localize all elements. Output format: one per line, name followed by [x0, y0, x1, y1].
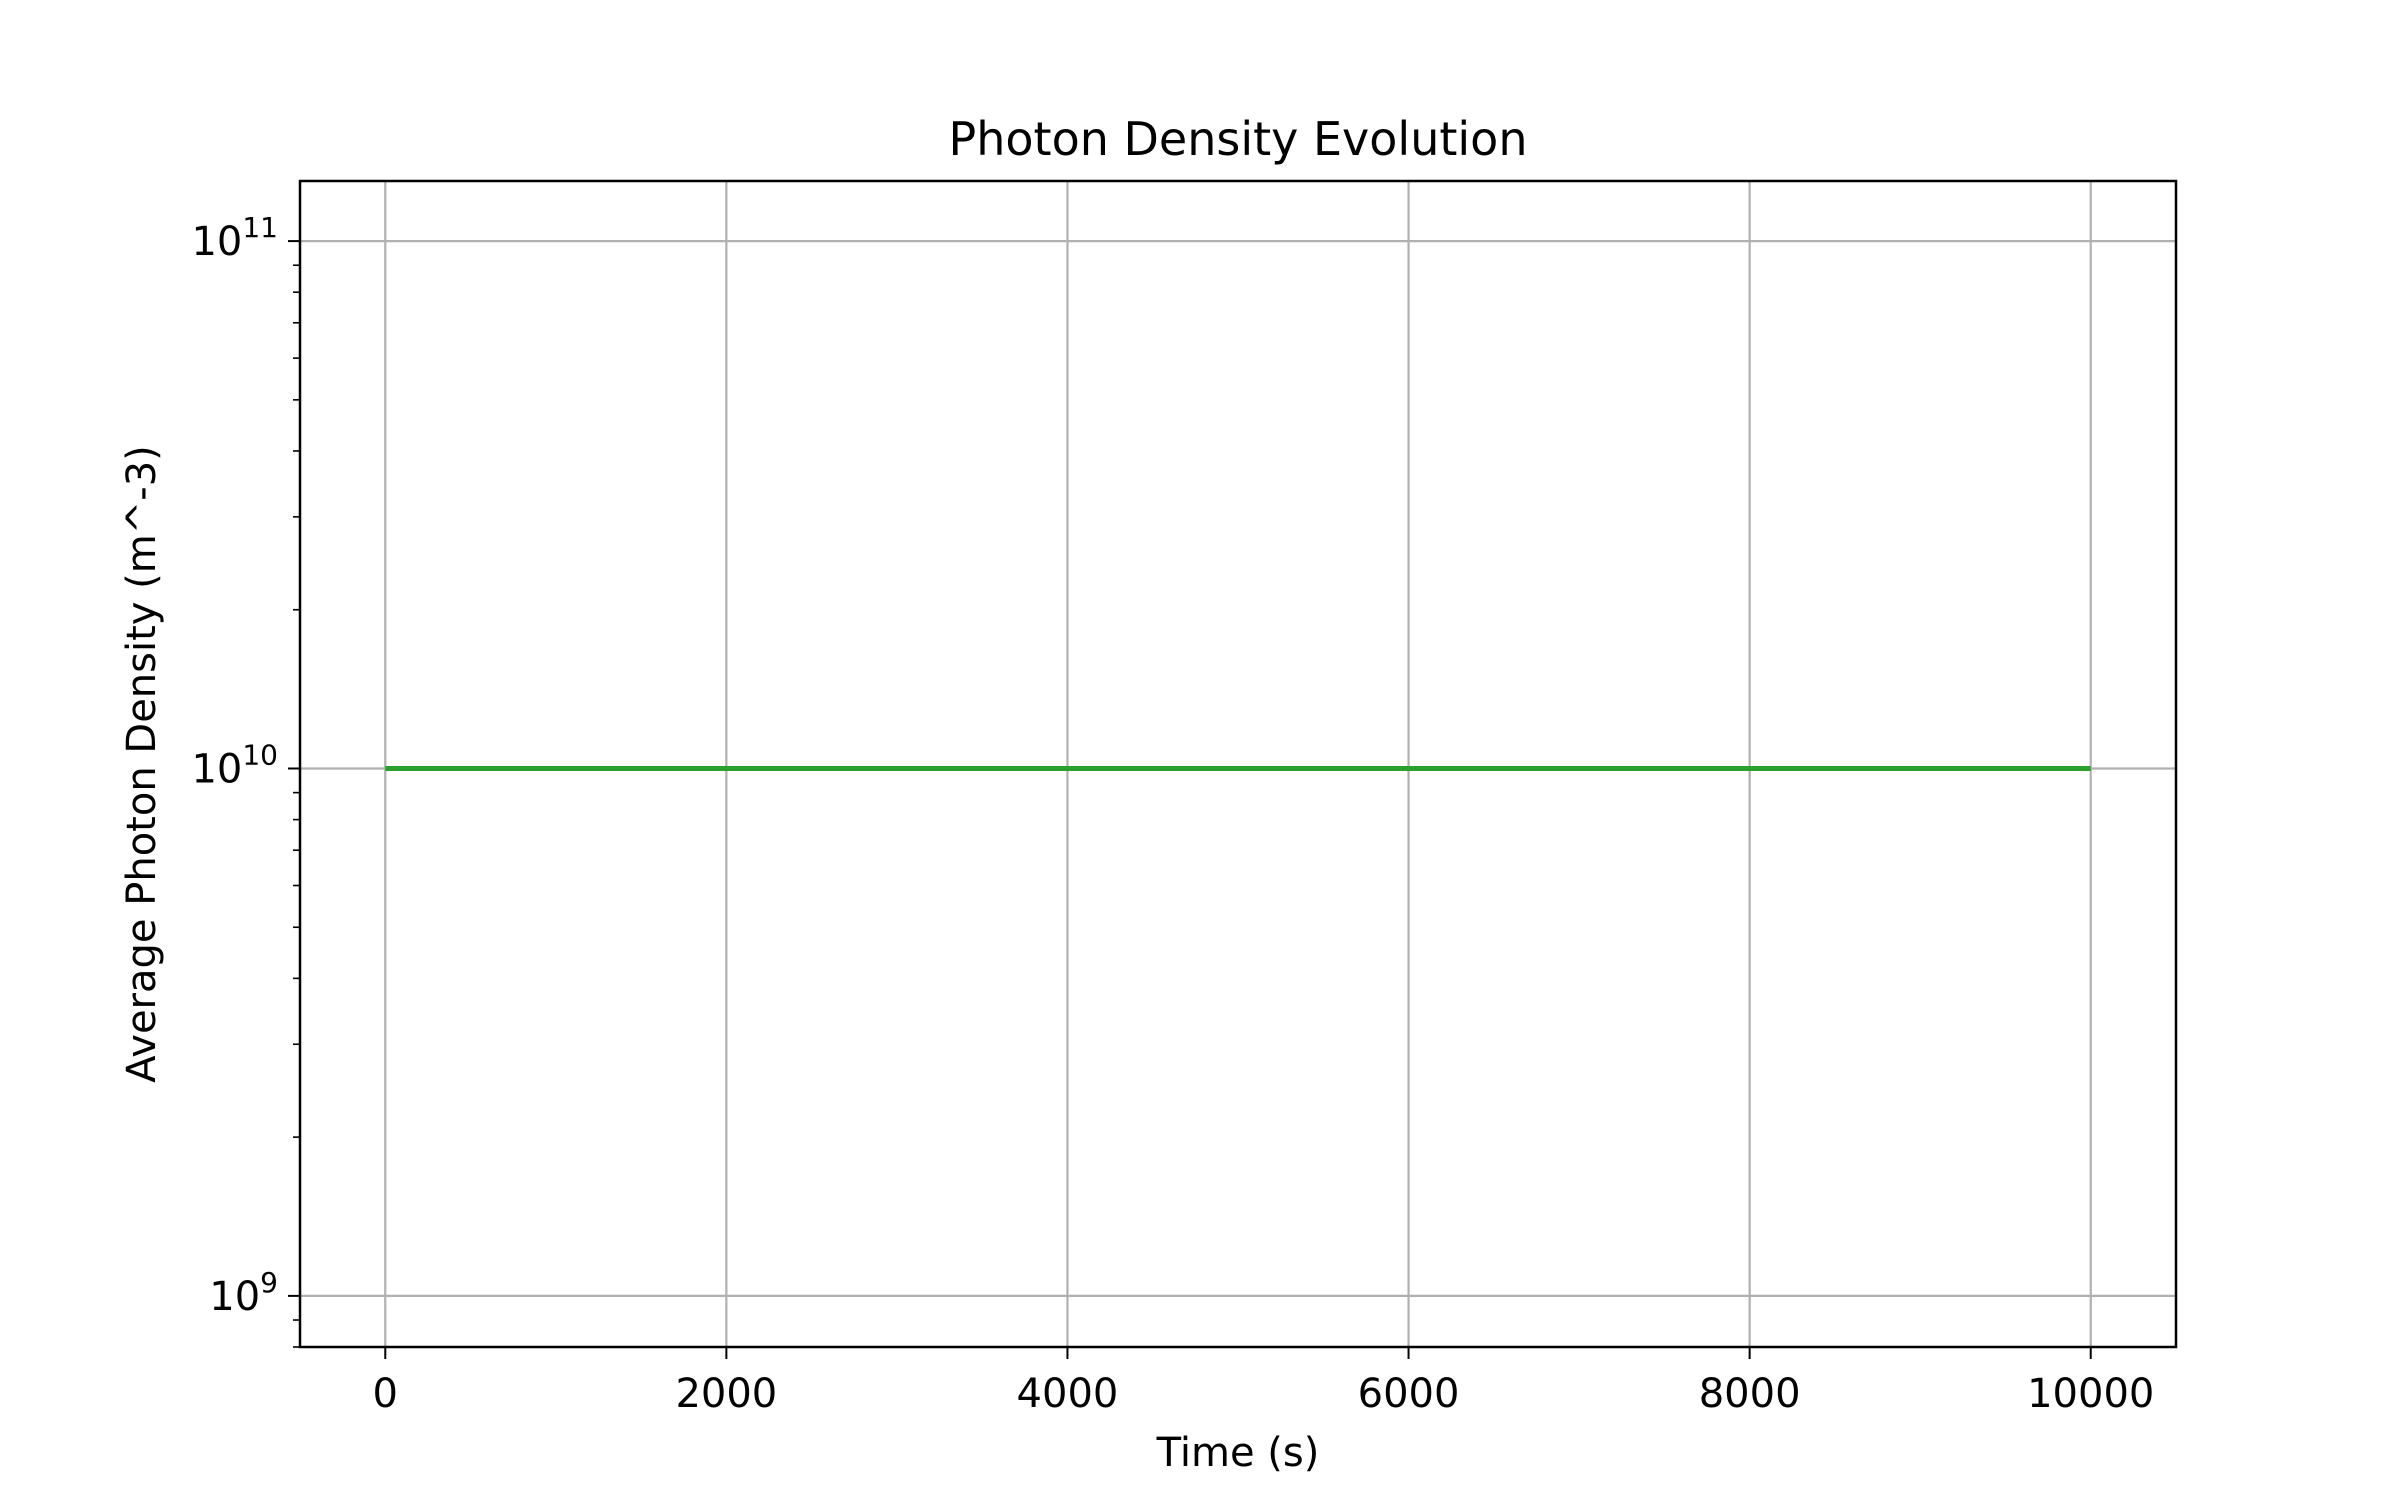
- x-tick-label: 8000: [1699, 1371, 1801, 1417]
- x-tick-label: 2000: [675, 1371, 777, 1417]
- x-tick-label: 6000: [1358, 1371, 1460, 1417]
- x-tick-label: 10000: [2027, 1371, 2154, 1417]
- y-tick-label: 109: [209, 1266, 278, 1320]
- x-tick-label: 0: [373, 1371, 398, 1417]
- plot-frame: [298, 179, 2178, 1349]
- chart-title: Photon Density Evolution: [949, 112, 1528, 166]
- y-tick-label: 1010: [191, 738, 278, 792]
- x-axis-label: Time (s): [1156, 1430, 1320, 1476]
- grid: [300, 181, 2176, 1347]
- y-axis-label: Average Photon Density (m^-3): [119, 445, 165, 1083]
- ticks: 0 2000 4000 6000 8000 10000 109 1010 1011: [191, 211, 2154, 1417]
- x-tick-label: 4000: [1017, 1371, 1119, 1417]
- y-tick-label: 1011: [191, 211, 278, 265]
